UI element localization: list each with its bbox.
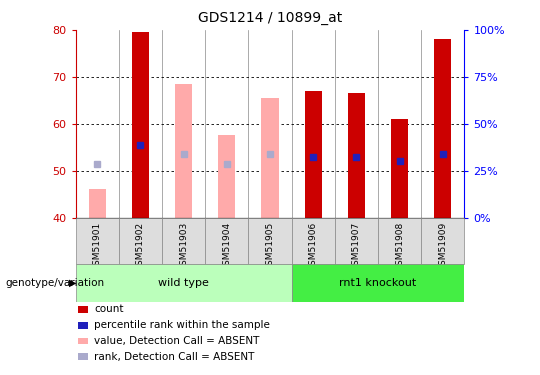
- Text: GSM51908: GSM51908: [395, 222, 404, 272]
- Bar: [119, 217, 162, 264]
- Text: wild type: wild type: [158, 278, 209, 288]
- Text: GSM51906: GSM51906: [309, 222, 318, 272]
- Text: GSM51904: GSM51904: [222, 222, 231, 272]
- Text: count: count: [94, 304, 124, 314]
- Bar: [421, 217, 464, 264]
- Text: GSM51905: GSM51905: [266, 222, 274, 272]
- Text: GSM51901: GSM51901: [93, 222, 102, 272]
- Bar: [378, 217, 421, 264]
- Text: GSM51902: GSM51902: [136, 222, 145, 272]
- Bar: [132, 32, 149, 218]
- Text: genotype/variation: genotype/variation: [5, 278, 105, 288]
- Bar: [175, 84, 192, 218]
- Bar: [218, 135, 235, 218]
- Bar: [248, 217, 292, 264]
- Bar: [76, 264, 292, 302]
- Bar: [335, 217, 378, 264]
- Text: GSM51907: GSM51907: [352, 222, 361, 272]
- Text: GSM51909: GSM51909: [438, 222, 447, 272]
- Bar: [89, 189, 106, 217]
- Text: ▶: ▶: [69, 278, 77, 288]
- Text: GSM51903: GSM51903: [179, 222, 188, 272]
- Text: rank, Detection Call = ABSENT: rank, Detection Call = ABSENT: [94, 352, 255, 362]
- Bar: [261, 98, 279, 218]
- Bar: [205, 217, 248, 264]
- Text: percentile rank within the sample: percentile rank within the sample: [94, 320, 271, 330]
- Bar: [292, 264, 464, 302]
- Bar: [348, 93, 365, 218]
- Bar: [305, 91, 322, 218]
- Text: value, Detection Call = ABSENT: value, Detection Call = ABSENT: [94, 336, 260, 346]
- Bar: [162, 217, 205, 264]
- Bar: [434, 39, 451, 218]
- Bar: [292, 217, 335, 264]
- Bar: [76, 217, 119, 264]
- Text: rnt1 knockout: rnt1 knockout: [339, 278, 417, 288]
- Text: GDS1214 / 10899_at: GDS1214 / 10899_at: [198, 11, 342, 25]
- Bar: [391, 119, 408, 218]
